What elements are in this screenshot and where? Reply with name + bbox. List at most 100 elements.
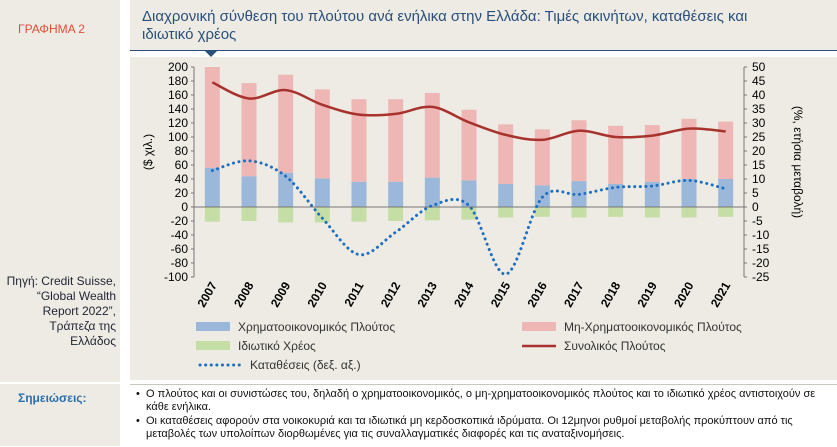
y-tick-label: 60	[175, 158, 189, 172]
x-tick-label: 2013	[414, 279, 440, 309]
bar-non-financial	[204, 67, 220, 168]
x-tick-label: 2016	[524, 279, 550, 309]
bar-financial	[351, 181, 367, 207]
y-tick-label: -20	[171, 214, 189, 228]
bar-non-financial	[314, 89, 330, 179]
bar-financial	[424, 177, 440, 207]
y2-tick-label: -20	[752, 256, 770, 270]
x-tick-label: 2008	[231, 279, 257, 309]
y2-tick-label: -15	[752, 242, 770, 256]
bar-financial	[278, 172, 294, 207]
y2-tick-label: 50	[752, 60, 766, 74]
x-tick-label: 2010	[304, 279, 330, 309]
bar-non-financial	[241, 83, 257, 177]
notes-list: Ο πλούτος και οι συνιστώσες του, δηλαδή …	[136, 388, 826, 442]
left-panel	[0, 0, 120, 382]
chart-area: 200 180 160 140 120 100 80 60 40 20 0 -20 -40 -60 -80-…	[130, 57, 837, 380]
bar-non-financial	[608, 125, 624, 184]
bar-debt	[718, 207, 734, 217]
chart-title: Διαχρονική σύνθεση του πλούτου ανά ενήλι…	[142, 8, 748, 43]
bar-non-financial	[498, 124, 514, 184]
bar-debt	[644, 207, 660, 218]
bar-debt	[388, 207, 404, 221]
y-tick-label: 40	[175, 172, 189, 186]
bar-non-financial	[644, 125, 660, 182]
bar-non-financial	[534, 129, 550, 186]
legend-label-non-financial: Μη-Χρηματοοικονομικός Πλούτος	[564, 320, 742, 334]
y2-tick-label: 45	[752, 74, 766, 88]
y2-tick-label: 15	[752, 158, 766, 172]
source-text: Πηγή: Credit Suisse, “Global Wealth Repo…	[6, 274, 116, 348]
y-tick-label: 160	[168, 88, 188, 102]
legend-label-total: Συνολικός Πλούτος	[564, 339, 666, 353]
bar-financial	[644, 181, 660, 207]
bar-non-financial	[351, 99, 367, 182]
x-tick-label: 2011	[341, 279, 366, 309]
bar-financial	[718, 179, 734, 207]
legend-label-debt: Ιδιωτικό Χρέος	[238, 339, 316, 353]
bar-non-financial	[388, 99, 404, 182]
bar-debt	[424, 207, 440, 221]
x-tick-label: 2015	[488, 279, 514, 309]
y-tick-label: 100	[168, 130, 188, 144]
bar-non-financial	[681, 118, 697, 179]
y-tick-label: 140	[168, 102, 188, 116]
y2-tick-label: 5	[752, 186, 759, 200]
y-tick-label: 200	[168, 60, 188, 74]
chart-svg: 200180160140120100806040200-20-40-60-80-…	[141, 60, 805, 372]
bar-debt	[241, 207, 257, 221]
y2-tick-label: 0	[752, 200, 759, 214]
y2-tick-label: 10	[752, 172, 766, 186]
legend-swatch-financial	[196, 322, 230, 331]
bar-debt	[351, 207, 367, 222]
y2-tick-label: 40	[752, 88, 766, 102]
y2-tick-label: -5	[752, 214, 763, 228]
bar-debt	[498, 207, 514, 218]
x-tick-label: 2014	[451, 279, 477, 309]
y2-axis-title: (%, ετήσια μεταβολή)	[791, 106, 805, 218]
bar-financial	[461, 180, 477, 207]
bar-non-financial	[718, 121, 734, 179]
bar-non-financial	[461, 109, 477, 181]
y-tick-label: 0	[181, 200, 188, 214]
y-tick-label: -100	[164, 270, 188, 284]
y-tick-label: 80	[175, 144, 189, 158]
x-tick-label: 2018	[598, 279, 624, 309]
x-tick-label: 2009	[268, 279, 294, 309]
x-tick-label: 2007	[194, 279, 220, 309]
x-tick-label: 2017	[561, 279, 587, 309]
bar-financial	[241, 176, 257, 207]
y2-tick-label: 30	[752, 116, 766, 130]
title-box	[130, 0, 837, 51]
bar-debt	[278, 207, 294, 223]
y2-tick-label: 35	[752, 102, 766, 116]
x-tick-label: 2020	[671, 279, 697, 309]
y-tick-label: -40	[171, 228, 189, 242]
bar-financial	[681, 179, 697, 207]
x-tick-label: 2021	[708, 279, 734, 309]
y-tick-label: -80	[171, 256, 189, 270]
bar-financial	[608, 183, 624, 207]
bar-debt	[204, 207, 220, 222]
y2-tick-label: 20	[752, 144, 766, 158]
bar-non-financial	[278, 74, 294, 173]
bar-debt	[314, 207, 330, 223]
y-axis-title: ($ χιλ.)	[141, 134, 155, 170]
y-tick-label: 180	[168, 74, 188, 88]
y2-tick-label: -10	[752, 228, 770, 242]
bar-debt	[571, 207, 587, 218]
bar-financial	[388, 181, 404, 207]
y-tick-label: -60	[171, 242, 189, 256]
left-notes-panel	[0, 384, 120, 446]
bar-debt	[461, 207, 477, 220]
bar-non-financial	[571, 120, 587, 182]
legend-label-financial: Χρηματοοικονομικός Πλούτος	[238, 320, 395, 334]
y2-tick-label: 25	[752, 130, 766, 144]
legend-swatch-non-financial	[522, 322, 556, 331]
bar-debt	[608, 207, 624, 217]
note-item: Ο πλούτος και οι συνιστώσες του, δηλαδή …	[136, 388, 826, 414]
legend-label-deposits: Καταθέσεις (δεξ. αξ.)	[250, 358, 361, 372]
bar-non-financial	[424, 92, 440, 178]
y-tick-label: 20	[175, 186, 189, 200]
title-marker	[204, 50, 218, 57]
